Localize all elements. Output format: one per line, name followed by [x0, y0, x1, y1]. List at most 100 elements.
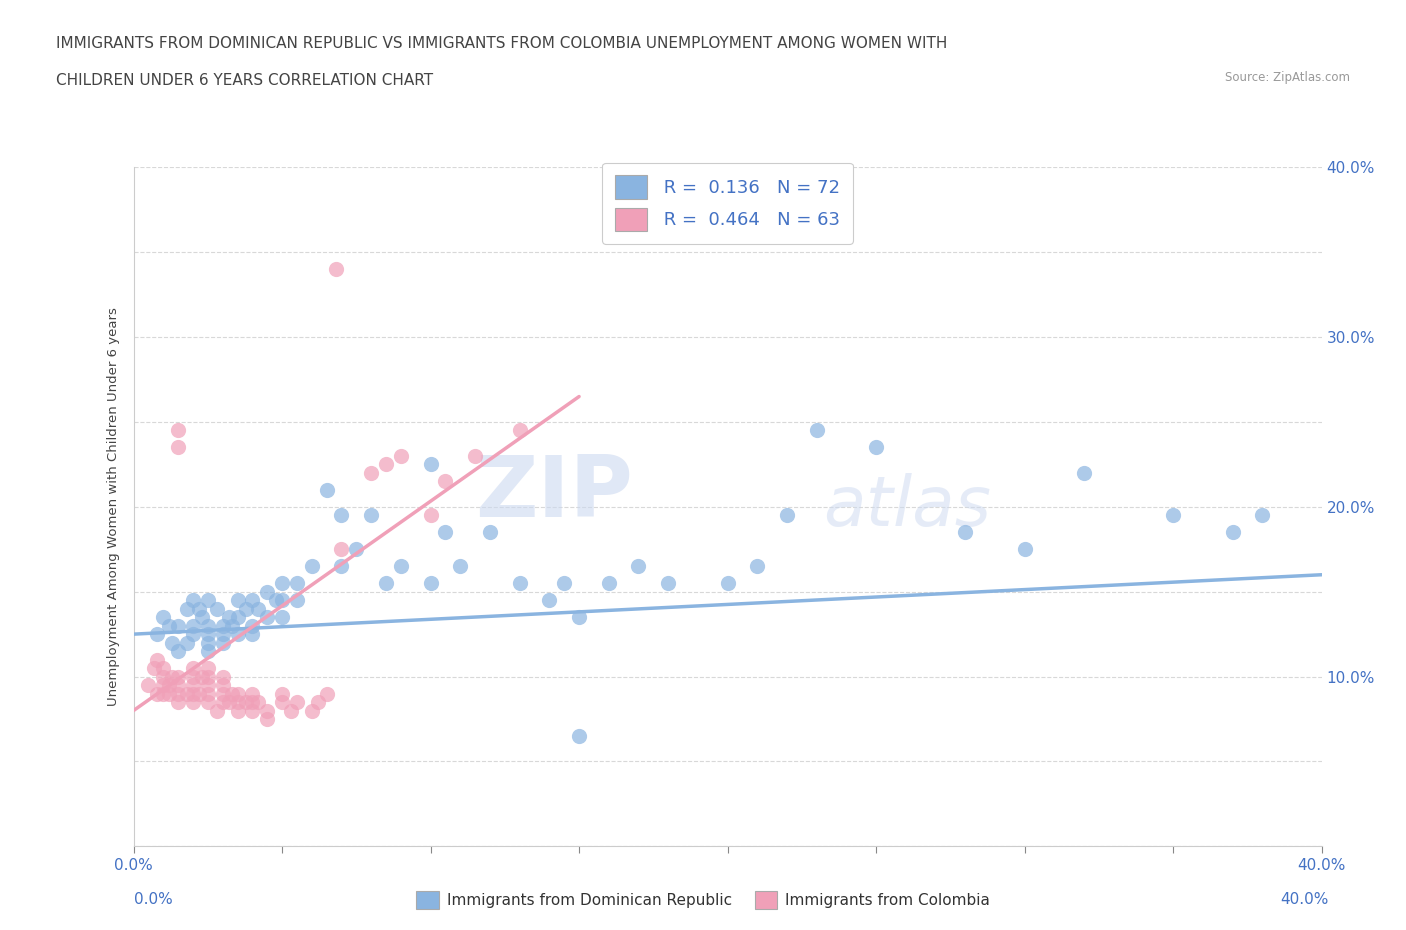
Point	[301, 559, 323, 574]
Point	[657, 576, 679, 591]
Point	[247, 695, 270, 710]
Point	[157, 686, 180, 701]
Point	[181, 678, 204, 693]
Point	[197, 644, 219, 658]
Point	[285, 695, 308, 710]
Point	[197, 592, 219, 607]
Point	[434, 474, 457, 489]
Text: Source: ZipAtlas.com: Source: ZipAtlas.com	[1225, 71, 1350, 84]
Point	[955, 525, 977, 539]
Point	[330, 508, 353, 523]
Point	[568, 728, 591, 743]
Point	[419, 457, 441, 472]
Point	[538, 592, 561, 607]
Point	[360, 466, 382, 481]
Text: 0.0%: 0.0%	[134, 892, 173, 907]
Point	[307, 695, 329, 710]
Point	[167, 440, 190, 455]
Point	[197, 695, 219, 710]
Point	[375, 576, 398, 591]
Point	[191, 610, 214, 625]
Point	[146, 627, 169, 642]
Point	[176, 602, 198, 617]
Point	[285, 576, 308, 591]
Point	[218, 610, 240, 625]
Point	[191, 670, 214, 684]
Point	[181, 695, 204, 710]
Point	[285, 592, 308, 607]
Point	[152, 678, 174, 693]
Point	[138, 678, 160, 693]
Point	[211, 618, 233, 633]
Point	[197, 670, 219, 684]
Text: IMMIGRANTS FROM DOMINICAN REPUBLIC VS IMMIGRANTS FROM COLOMBIA UNEMPLOYMENT AMON: IMMIGRANTS FROM DOMINICAN REPUBLIC VS IM…	[56, 36, 948, 51]
Point	[152, 670, 174, 684]
Point	[598, 576, 620, 591]
Point	[211, 695, 233, 710]
Point	[375, 457, 398, 472]
Point	[211, 686, 233, 701]
Point	[419, 508, 441, 523]
Point	[226, 627, 249, 642]
Point	[1251, 508, 1274, 523]
Point	[226, 592, 249, 607]
Point	[157, 618, 180, 633]
Point	[143, 660, 166, 675]
Point	[256, 610, 278, 625]
Point	[1161, 508, 1184, 523]
Point	[146, 686, 169, 701]
Text: atlas: atlas	[823, 473, 991, 540]
Point	[197, 660, 219, 675]
Point	[211, 635, 233, 650]
Point	[330, 559, 353, 574]
Point	[464, 448, 486, 463]
Point	[152, 660, 174, 675]
Point	[509, 576, 531, 591]
Point	[271, 610, 294, 625]
Point	[344, 542, 367, 557]
Point	[1073, 466, 1095, 481]
Point	[776, 508, 799, 523]
Point	[301, 703, 323, 718]
Text: ZIP: ZIP	[475, 452, 633, 535]
Point	[235, 602, 257, 617]
Point	[478, 525, 501, 539]
Point	[242, 695, 264, 710]
Point	[181, 686, 204, 701]
Point	[197, 635, 219, 650]
Point	[256, 711, 278, 726]
Point	[197, 618, 219, 633]
Point	[280, 703, 302, 718]
Point	[242, 592, 264, 607]
Point	[360, 508, 382, 523]
Point	[160, 670, 183, 684]
Point	[187, 686, 209, 701]
Point	[197, 686, 219, 701]
Point	[221, 686, 243, 701]
Point	[226, 695, 249, 710]
Text: CHILDREN UNDER 6 YEARS CORRELATION CHART: CHILDREN UNDER 6 YEARS CORRELATION CHART	[56, 73, 433, 88]
Point	[152, 610, 174, 625]
Point	[197, 627, 219, 642]
Point	[167, 423, 190, 438]
Point	[247, 602, 270, 617]
Point	[568, 610, 591, 625]
Point	[242, 627, 264, 642]
Legend: Immigrants from Dominican Republic, Immigrants from Colombia: Immigrants from Dominican Republic, Immi…	[411, 885, 995, 915]
Point	[271, 592, 294, 607]
Point	[1222, 525, 1244, 539]
Point	[627, 559, 650, 574]
Point	[242, 703, 264, 718]
Point	[167, 670, 190, 684]
Point	[197, 678, 219, 693]
Point	[157, 678, 180, 693]
Point	[389, 559, 412, 574]
Point	[181, 618, 204, 633]
Point	[211, 670, 233, 684]
Point	[205, 703, 228, 718]
Point	[389, 448, 412, 463]
Point	[160, 635, 183, 650]
Point	[167, 618, 190, 633]
Point	[181, 670, 204, 684]
Point	[146, 652, 169, 667]
